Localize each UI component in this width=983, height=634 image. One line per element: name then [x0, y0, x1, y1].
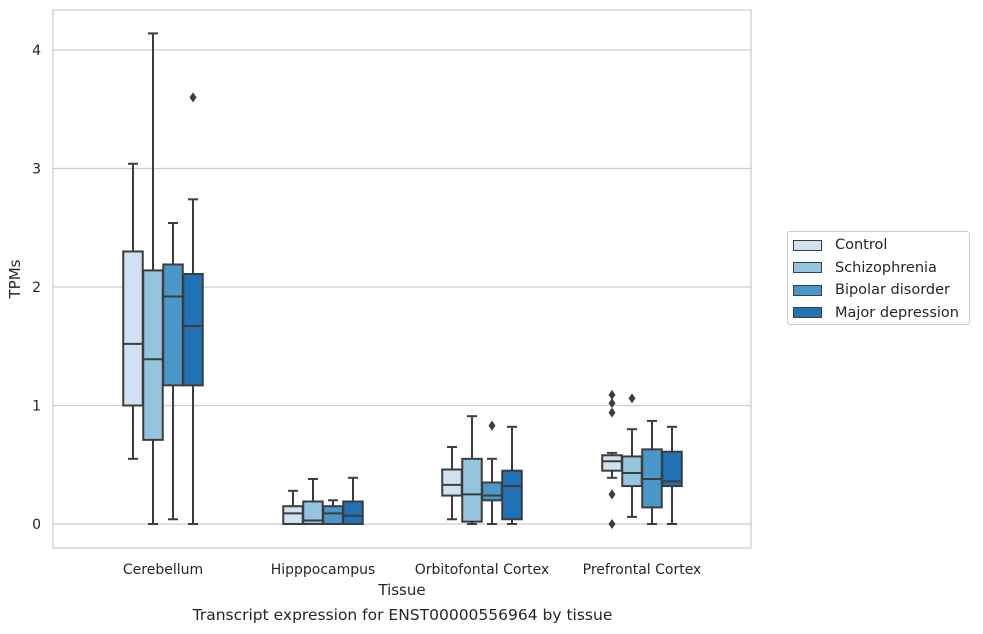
x-tick-label: Prefrontal Cortex	[583, 562, 702, 578]
y-tick-label: 2	[32, 280, 41, 296]
box-groups	[122, 32, 683, 529]
box-iqr	[282, 505, 304, 526]
box-iqr	[621, 455, 643, 488]
box-plot	[601, 389, 623, 529]
outlier-point	[608, 389, 616, 400]
y-tick-label: 1	[32, 399, 41, 415]
box-plot	[661, 425, 683, 525]
box-iqr	[461, 457, 483, 523]
box-plot	[621, 393, 643, 518]
legend-item: Schizophrenia	[793, 259, 937, 277]
box-plot	[142, 32, 164, 525]
box-plot	[122, 162, 144, 460]
y-tick-label: 0	[32, 517, 41, 533]
box-iqr	[501, 469, 523, 521]
legend-label: Schizophrenia	[835, 259, 937, 276]
outlier-point	[608, 398, 616, 409]
box-iqr	[322, 505, 344, 526]
x-tick-label: Hipppocampus	[271, 562, 376, 578]
box-iqr	[661, 450, 683, 488]
box-plot	[162, 222, 184, 521]
y-tick-labels: 0 1 2 3 4	[32, 43, 41, 533]
legend-label: Major depression	[835, 304, 959, 321]
box-iqr	[481, 481, 503, 502]
box-plot	[302, 477, 324, 525]
x-tick-labels: Cerebellum Hipppocampus Orbitofontal Corte…	[123, 562, 701, 578]
legend-label: Bipolar disorder	[835, 282, 950, 298]
box-plot	[342, 476, 364, 525]
x-axis-title: Tissue	[377, 581, 425, 599]
plot-frame	[52, 9, 752, 549]
box-iqr	[601, 454, 623, 472]
outlier-point	[488, 420, 496, 431]
legend-swatch	[793, 239, 822, 251]
legend-item: Bipolar disorder	[793, 281, 950, 299]
box-iqr	[182, 272, 204, 387]
legend-swatch	[793, 284, 822, 296]
legend-swatch	[793, 262, 822, 273]
x-tick-label: Cerebellum	[123, 562, 203, 578]
legend: Control Schizophrenia Bipolar disorder Majo…	[787, 231, 970, 325]
x-tick-label: Orbitofontal Cortex	[415, 562, 550, 578]
outlier-point	[628, 393, 636, 404]
y-tick-label: 4	[32, 43, 41, 59]
outlier-point	[608, 489, 616, 500]
y-tick-label: 3	[32, 162, 41, 178]
legend-swatch	[793, 307, 822, 318]
outlier-point	[189, 92, 197, 103]
box-plot	[441, 445, 463, 521]
box-iqr	[342, 500, 364, 525]
outlier-point	[608, 519, 616, 529]
legend-label: Control	[835, 237, 888, 253]
box-plot	[282, 489, 304, 526]
box-iqr	[122, 250, 144, 407]
box-plot	[182, 92, 204, 525]
box-iqr	[441, 468, 463, 497]
box-plot	[461, 415, 483, 525]
box-iqr	[142, 269, 164, 441]
box-iqr	[162, 263, 184, 387]
box-plot	[481, 420, 503, 525]
outlier-point	[608, 407, 616, 418]
legend-item: Major depression	[793, 304, 959, 322]
box-plot	[501, 425, 523, 525]
box-plot	[322, 499, 344, 526]
y-axis-title: TPMs	[6, 259, 24, 299]
chart-caption: Transcript expression for ENST0000055696…	[192, 606, 613, 624]
legend-item: Control	[793, 236, 887, 254]
box-plot	[641, 419, 663, 525]
